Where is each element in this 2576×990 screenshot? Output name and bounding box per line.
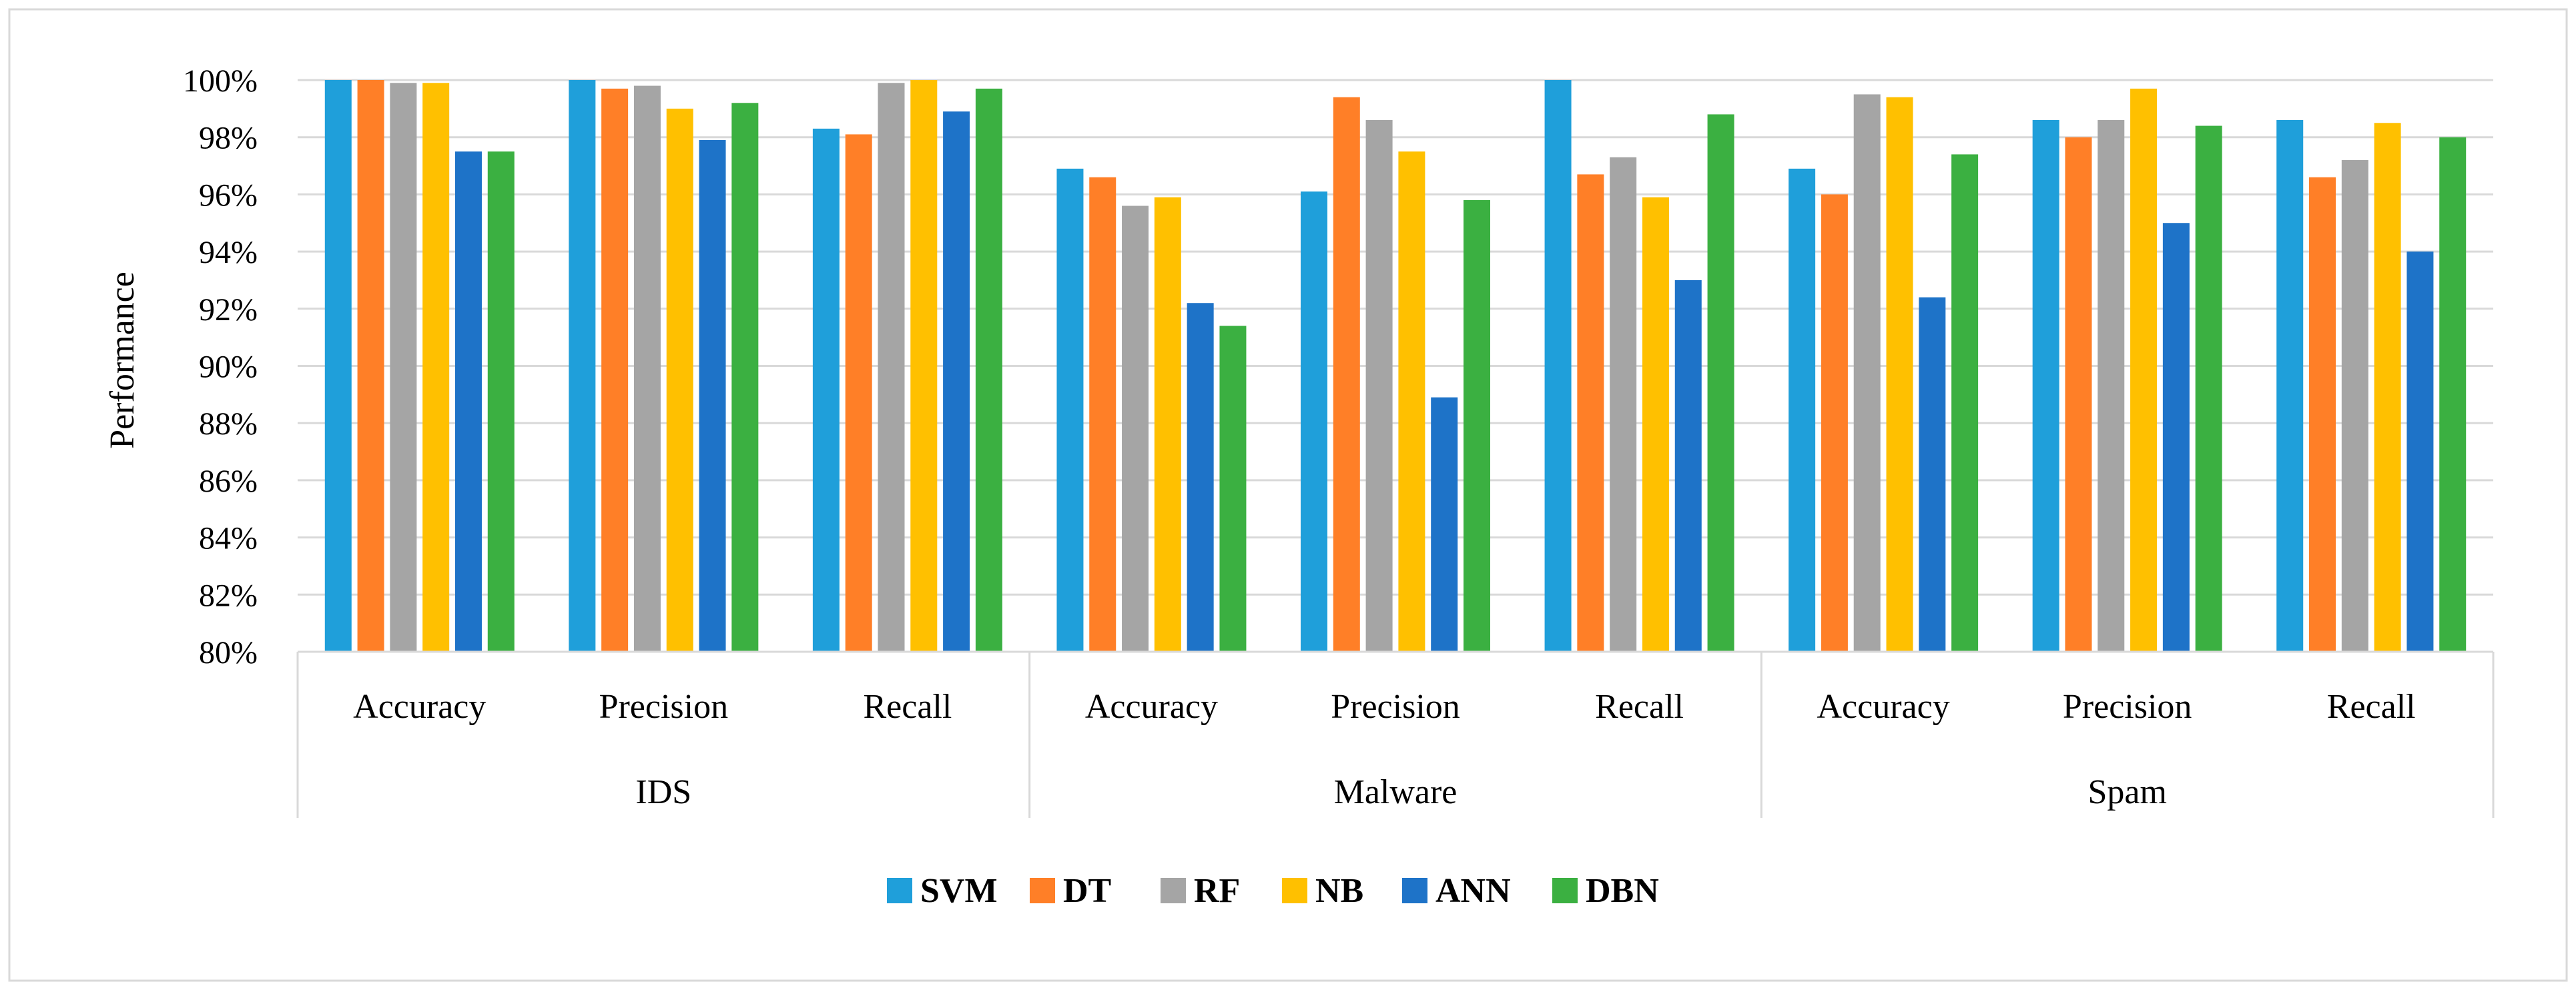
bar-rf [633, 85, 661, 652]
y-tick-label: 86% [199, 464, 258, 499]
bar-ann [1431, 397, 1458, 652]
y-tick-label: 100% [183, 63, 258, 99]
bar-rf [878, 83, 905, 652]
legend-label-ann: ANN [1435, 872, 1511, 910]
legend-label-dbn: DBN [1586, 872, 1659, 910]
bar-dbn [975, 88, 1002, 652]
bar-dt [601, 88, 629, 652]
bar-svm [569, 80, 596, 652]
y-axis-label: Performance [103, 272, 141, 449]
bar-nb [1154, 197, 1181, 652]
group-label: Malware [1334, 773, 1458, 811]
x-tick-label: Accuracy [353, 688, 486, 726]
x-tick-label: Precision [599, 688, 729, 726]
y-tick-label: 94% [199, 235, 258, 270]
y-tick-label: 98% [199, 121, 258, 156]
legend-swatch-svm [887, 878, 912, 903]
bar-dt [2065, 137, 2092, 652]
x-tick-label: Recall [1595, 688, 1684, 726]
bar-rf [2341, 159, 2368, 652]
bar-svm [1544, 80, 1572, 652]
bar-nb [422, 83, 450, 652]
y-tick-label: 90% [199, 350, 258, 385]
x-tick-label: Precision [1331, 688, 1460, 726]
bar-dt [1821, 194, 1848, 652]
bar-rf [1365, 119, 1393, 652]
bar-svm [1789, 168, 1816, 652]
bar-dt [357, 80, 384, 652]
bar-svm [2032, 119, 2059, 652]
x-tick-label: Accuracy [1085, 688, 1218, 726]
bar-nb [1886, 97, 1913, 652]
y-tick-label: 80% [199, 635, 258, 670]
bar-dbn [1219, 326, 1247, 652]
bar-dt [1333, 97, 1360, 652]
legend-label-dt: DT [1063, 872, 1111, 910]
legend-swatch-rf [1161, 878, 1186, 903]
bar-dbn [1951, 154, 1979, 652]
x-tick-label: Recall [2327, 688, 2416, 726]
legend-swatch-dt [1030, 878, 1055, 903]
bar-dt [1089, 177, 1116, 652]
bar-dt [2309, 177, 2336, 652]
x-tick-label: Recall [863, 688, 952, 726]
bar-svm [1056, 168, 1084, 652]
bar-ann [699, 139, 726, 652]
x-tick-label: Precision [2063, 688, 2192, 726]
bar-nb [910, 80, 938, 652]
y-tick-label: 88% [199, 406, 258, 442]
bar-ann [943, 111, 970, 652]
bar-rf [1853, 94, 1881, 652]
axes: 80% 82% 84% 86% 88% 90% 92% 94% 96% 98% 100% Accura… [183, 63, 2495, 818]
bar-dbn [1707, 114, 1734, 652]
bar-rf [2098, 119, 2125, 652]
y-tick-label: 84% [199, 521, 258, 556]
bar-svm [2276, 119, 2304, 652]
x-tick-label: Accuracy [1817, 688, 1950, 726]
bar-rf [1122, 205, 1149, 652]
legend-swatch-ann [1402, 878, 1427, 903]
bar-dbn [1464, 199, 1490, 652]
bar-nb [2374, 123, 2401, 652]
bar-svm [812, 128, 840, 652]
bar-dbn [2439, 137, 2467, 652]
y-tick-label: 96% [199, 177, 258, 213]
bar-dbn [487, 151, 515, 652]
bar-dbn [2195, 125, 2222, 652]
bar-ann [2406, 252, 2434, 652]
bar-ann [1187, 303, 1214, 652]
bars [324, 80, 2467, 652]
legend-label-svm: SVM [920, 872, 998, 910]
bar-ann [2162, 223, 2190, 652]
bar-nb [1398, 151, 1425, 652]
legend-swatch-dbn [1552, 878, 1578, 903]
legend-swatch-nb [1282, 878, 1307, 903]
bar-svm [1301, 191, 1327, 652]
bar-svm [324, 80, 352, 652]
legend-label-nb: NB [1315, 872, 1363, 910]
y-tick-label: 92% [199, 292, 258, 328]
bar-rf [390, 83, 417, 652]
bar-ann [1919, 297, 1946, 652]
bar-nb [2130, 88, 2158, 652]
y-tick-label: 82% [199, 578, 258, 613]
legend-label-rf: RF [1194, 872, 1240, 910]
bar-ann [1674, 280, 1702, 652]
legend: SVM DT RF NB ANN DBN [887, 872, 1659, 910]
bar-rf [1610, 157, 1637, 652]
bar-nb [666, 108, 693, 652]
bar-dt [845, 134, 872, 652]
bar-dt [1577, 174, 1604, 652]
group-label: Spam [2087, 773, 2166, 811]
bar-ann [454, 151, 482, 652]
bar-dbn [731, 103, 759, 652]
bar-nb [1642, 197, 1669, 652]
group-label: IDS [635, 773, 691, 811]
